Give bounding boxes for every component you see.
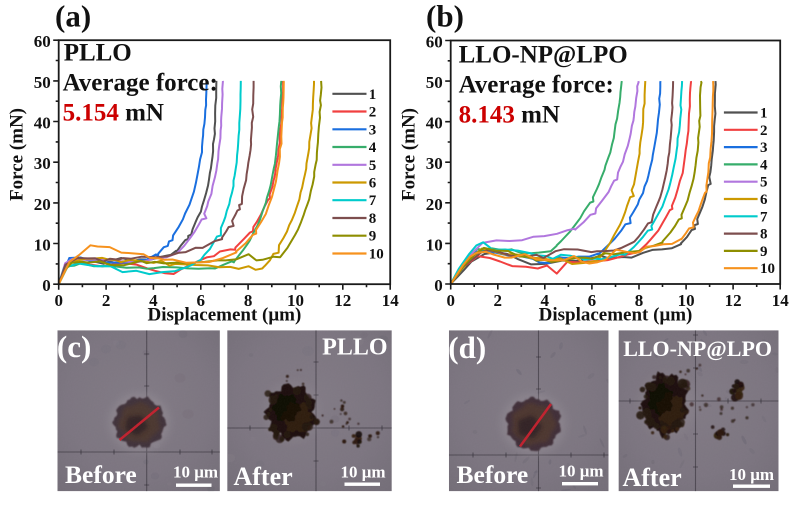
svg-text:Force (mN): Force (mN) — [7, 108, 28, 201]
svg-text:0: 0 — [434, 276, 443, 295]
svg-text:6: 6 — [760, 192, 768, 208]
svg-text:10 μm: 10 μm — [729, 465, 774, 484]
svg-text:0: 0 — [42, 276, 51, 295]
svg-text:9: 9 — [369, 229, 377, 245]
svg-text:0: 0 — [54, 291, 63, 310]
svg-text:PLLO: PLLO — [322, 335, 387, 361]
svg-text:20: 20 — [34, 195, 51, 214]
svg-text:10 μm: 10 μm — [340, 463, 385, 482]
svg-text:(a): (a) — [55, 0, 91, 34]
svg-text:3: 3 — [760, 140, 768, 156]
svg-text:2: 2 — [494, 291, 503, 310]
svg-text:2: 2 — [369, 105, 377, 121]
svg-text:Displacement (μm): Displacement (μm) — [148, 305, 302, 326]
svg-text:8: 8 — [760, 227, 768, 243]
svg-text:6: 6 — [197, 291, 206, 310]
svg-text:4: 4 — [149, 291, 158, 310]
svg-text:0: 0 — [446, 291, 455, 310]
svg-text:Average force:: Average force: — [459, 72, 614, 99]
svg-text:LLO-NP@LPO: LLO-NP@LPO — [623, 336, 772, 361]
svg-text:4: 4 — [760, 157, 768, 173]
svg-text:7: 7 — [369, 193, 377, 209]
svg-text:12: 12 — [725, 291, 742, 310]
svg-text:14: 14 — [772, 291, 790, 310]
svg-text:10: 10 — [34, 236, 51, 255]
svg-text:Force (mN): Force (mN) — [399, 108, 420, 201]
svg-text:20: 20 — [426, 195, 443, 214]
svg-text:After: After — [234, 462, 293, 491]
svg-text:8: 8 — [369, 211, 377, 227]
svg-text:14: 14 — [382, 291, 400, 310]
svg-text:Displacement (μm): Displacement (μm) — [539, 305, 693, 326]
svg-text:10: 10 — [760, 261, 775, 277]
svg-text:LLO-NP@LPO: LLO-NP@LPO — [459, 42, 628, 69]
svg-text:30: 30 — [34, 154, 51, 173]
svg-text:5.154 mN: 5.154 mN — [63, 100, 164, 127]
svg-text:10: 10 — [678, 291, 695, 310]
svg-text:10 μm: 10 μm — [558, 462, 603, 481]
svg-text:30: 30 — [426, 154, 443, 173]
svg-text:Before: Before — [457, 460, 529, 489]
svg-text:6: 6 — [588, 291, 597, 310]
svg-text:After: After — [623, 463, 682, 492]
svg-text:10 μm: 10 μm — [173, 463, 218, 482]
svg-text:1: 1 — [369, 87, 377, 103]
svg-text:Average force:: Average force: — [63, 70, 218, 97]
svg-text:9: 9 — [760, 244, 768, 260]
svg-text:60: 60 — [426, 33, 443, 52]
svg-text:7: 7 — [760, 209, 768, 225]
svg-text:10: 10 — [287, 291, 304, 310]
svg-text:(d): (d) — [448, 330, 486, 365]
svg-text:50: 50 — [426, 73, 443, 92]
svg-text:(b): (b) — [426, 0, 464, 34]
svg-text:60: 60 — [34, 32, 51, 51]
svg-text:1: 1 — [760, 106, 768, 122]
svg-text:5: 5 — [760, 175, 768, 191]
svg-text:10: 10 — [426, 235, 443, 254]
svg-text:8: 8 — [635, 291, 644, 310]
svg-text:12: 12 — [334, 291, 351, 310]
svg-text:4: 4 — [369, 140, 377, 156]
svg-text:10: 10 — [369, 247, 384, 263]
svg-text:6: 6 — [369, 176, 377, 192]
svg-text:8.143 mN: 8.143 mN — [459, 102, 560, 129]
svg-text:40: 40 — [34, 114, 51, 133]
svg-text:5: 5 — [369, 158, 377, 174]
svg-text:(c): (c) — [57, 329, 91, 364]
svg-text:4: 4 — [541, 291, 550, 310]
svg-text:50: 50 — [34, 73, 51, 92]
svg-text:2: 2 — [102, 291, 111, 310]
svg-text:Before: Before — [65, 460, 137, 489]
svg-text:3: 3 — [369, 122, 377, 138]
svg-text:40: 40 — [426, 114, 443, 133]
svg-text:PLLO: PLLO — [64, 40, 132, 67]
svg-text:8: 8 — [244, 291, 253, 310]
svg-text:2: 2 — [760, 123, 768, 139]
